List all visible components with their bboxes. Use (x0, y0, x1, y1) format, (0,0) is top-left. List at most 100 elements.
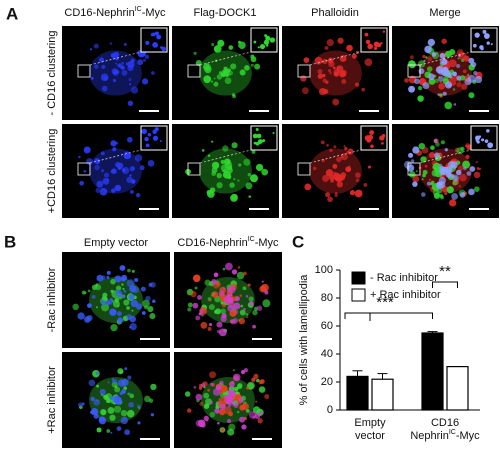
stain-speckle (251, 377, 256, 382)
stain-speckle (184, 391, 191, 397)
stain-speckle (468, 57, 475, 64)
stain-speckle (101, 85, 108, 92)
stain-speckle (220, 385, 228, 393)
stain-speckle (226, 297, 230, 301)
stain-speckle (147, 305, 154, 313)
stain-speckle (201, 149, 205, 152)
cell-body (89, 148, 142, 194)
inset-speckle (486, 129, 490, 133)
stain-speckle (462, 160, 470, 169)
stain-speckle (326, 39, 334, 47)
stain-speckle (149, 313, 156, 320)
label-text: -Myc (456, 430, 480, 442)
inset-speckle (160, 46, 163, 49)
stain-speckle (130, 86, 139, 94)
stain-speckle (233, 302, 241, 310)
stain-speckle (126, 314, 132, 320)
stain-speckle (230, 318, 236, 325)
stain-speckle (106, 276, 110, 280)
stain-speckle (459, 192, 466, 198)
stain-speckle (96, 274, 104, 282)
stain-speckle (221, 303, 227, 308)
stain-speckle (120, 65, 125, 70)
stain-speckle (439, 194, 444, 198)
stain-speckle (422, 169, 428, 175)
inset-speckle (263, 39, 270, 45)
stain-speckle (187, 302, 193, 308)
stain-speckle (110, 278, 116, 285)
stain-speckle (228, 381, 235, 388)
stain-speckle (440, 140, 445, 145)
stain-speckle (336, 181, 343, 188)
stain-speckle (90, 396, 95, 402)
stain-speckle (456, 63, 461, 69)
stain-speckle (116, 426, 122, 431)
stain-speckle (258, 380, 263, 385)
stain-speckle (129, 326, 132, 329)
row-label: +Rac inhibitor (46, 366, 58, 434)
stain-speckle (101, 303, 110, 312)
inset-speckle (152, 135, 159, 141)
label: vector (355, 430, 385, 442)
stain-speckle (355, 172, 361, 178)
y-tick-label: 20 (321, 376, 333, 388)
stain-speckle (234, 310, 239, 314)
stain-speckle (129, 83, 132, 86)
stain-speckle (452, 88, 456, 91)
stain-speckle (193, 51, 197, 55)
stain-speckle (105, 398, 111, 404)
stain-speckle (327, 196, 333, 203)
stain-speckle (248, 300, 254, 306)
stain-speckle (325, 192, 331, 198)
stain-speckle (207, 154, 211, 157)
stain-speckle (223, 66, 228, 71)
stain-speckle (78, 402, 83, 408)
stain-speckle (203, 75, 212, 84)
x-tick-label: CD16 (431, 417, 459, 429)
stain-speckle (462, 69, 467, 74)
stain-speckle (247, 284, 250, 287)
stain-speckle (324, 46, 329, 50)
stain-speckle (406, 164, 415, 172)
stain-speckle (355, 178, 360, 183)
stain-speckle (337, 37, 344, 44)
stain-speckle (126, 306, 130, 310)
stain-speckle (126, 176, 133, 184)
stain-speckle (457, 57, 460, 60)
stain-speckle (422, 54, 426, 58)
stain-speckle (195, 59, 202, 66)
stain-speckle (213, 77, 216, 80)
stain-speckle (300, 75, 307, 82)
stain-speckle (408, 85, 416, 93)
stain-speckle (468, 188, 475, 196)
stain-speckle (334, 193, 338, 198)
stain-speckle (134, 277, 139, 283)
stain-speckle (238, 40, 241, 44)
stain-speckle (231, 93, 236, 97)
stain-speckle (262, 299, 271, 308)
stain-speckle (355, 50, 360, 55)
stain-speckle (213, 46, 220, 53)
stain-speckle (212, 388, 221, 396)
stain-speckle (195, 393, 203, 401)
stain-speckle (433, 139, 438, 143)
stain-speckle (252, 324, 256, 329)
stain-speckle (117, 63, 122, 68)
stain-speckle (448, 169, 451, 172)
stain-speckle (261, 280, 264, 283)
stain-speckle (98, 416, 107, 425)
stain-speckle (230, 63, 237, 70)
stain-speckle (250, 63, 254, 67)
stain-speckle (109, 395, 114, 400)
stain-speckle (114, 386, 121, 393)
stain-speckle (213, 81, 219, 87)
zoom-box (77, 162, 91, 176)
stain-speckle (344, 147, 348, 151)
stain-speckle (228, 404, 231, 408)
label-superscript: IC (449, 429, 456, 436)
stain-speckle (90, 410, 94, 415)
stain-speckle (345, 166, 352, 173)
stain-speckle (103, 76, 109, 81)
stain-speckle (229, 182, 235, 188)
stain-speckle (351, 53, 357, 59)
